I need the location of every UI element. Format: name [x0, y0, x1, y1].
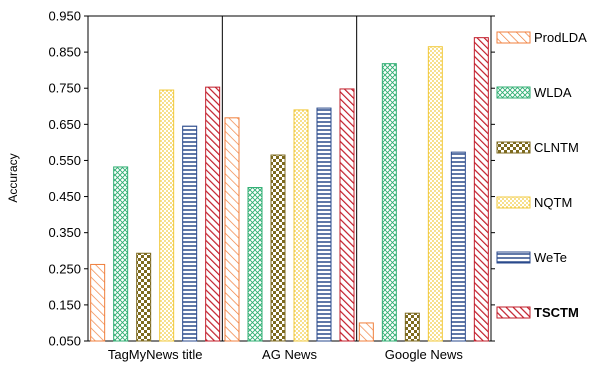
legend-swatch — [496, 196, 531, 209]
x-tick-label: Google News — [385, 347, 464, 362]
x-tick-label: AG News — [262, 347, 317, 362]
legend-item-clntm: CLNTM — [496, 140, 579, 155]
legend: ProdLDA WLDA CLNTM NQTM WeTe TSCTM — [496, 30, 587, 320]
bar-clntm — [404, 312, 420, 342]
legend-label: WeTe — [534, 250, 567, 265]
legend-label: TSCTM — [534, 305, 579, 320]
legend-swatch — [496, 141, 531, 154]
bar-prodlda — [90, 263, 106, 342]
bar-nqtm — [427, 46, 443, 342]
legend-label: ProdLDA — [534, 30, 587, 45]
legend-swatch — [496, 86, 531, 99]
y-tick-label: 0.050 — [48, 334, 81, 349]
y-tick-label: 0.550 — [48, 153, 81, 168]
bar-nqtm — [159, 89, 175, 342]
bar-clntm — [270, 154, 286, 342]
bar-clntm — [136, 252, 152, 342]
bar-nqtm — [293, 109, 309, 342]
legend-label: NQTM — [534, 195, 572, 210]
legend-swatch — [496, 251, 531, 264]
bar-wete — [450, 151, 466, 342]
y-tick-label: 0.750 — [48, 81, 81, 96]
legend-item-prodlda: ProdLDA — [496, 30, 587, 45]
legend-label: CLNTM — [534, 140, 579, 155]
legend-swatch — [496, 31, 531, 44]
y-tick-label: 0.150 — [48, 297, 81, 312]
legend-label: WLDA — [534, 85, 572, 100]
y-tick-label: 0.650 — [48, 117, 81, 132]
bar-wlda — [247, 187, 263, 342]
x-tick-label: TagMyNews title — [108, 347, 203, 362]
legend-item-wete: WeTe — [496, 250, 567, 265]
legend-item-wlda: WLDA — [496, 85, 572, 100]
legend-item-tsctm: TSCTM — [496, 305, 579, 320]
plot-frame — [87, 15, 492, 342]
bar-prodlda — [224, 117, 240, 342]
legend-item-nqtm: NQTM — [496, 195, 572, 210]
plot-area: 0.050 0.150 0.250 0.350 0.450 0.550 0.650 0.750… — [48, 9, 495, 362]
bar-tsctm — [339, 88, 355, 342]
y-tick-label: 0.250 — [48, 261, 81, 276]
bar-wete — [316, 107, 332, 342]
bar-wlda — [113, 166, 129, 342]
y-tick-label: 0.950 — [48, 9, 81, 24]
bar-tsctm — [205, 86, 221, 342]
bar-wlda — [381, 63, 397, 342]
bar-tsctm — [473, 37, 489, 342]
legend-swatch — [496, 306, 531, 319]
y-tick-label: 0.450 — [48, 189, 81, 204]
bar-wete — [182, 125, 198, 342]
y-tick-label: 0.350 — [48, 225, 81, 240]
bar-prodlda — [358, 322, 374, 342]
y-axis-title: Accuracy — [6, 153, 20, 202]
y-tick-label: 0.850 — [48, 45, 81, 60]
